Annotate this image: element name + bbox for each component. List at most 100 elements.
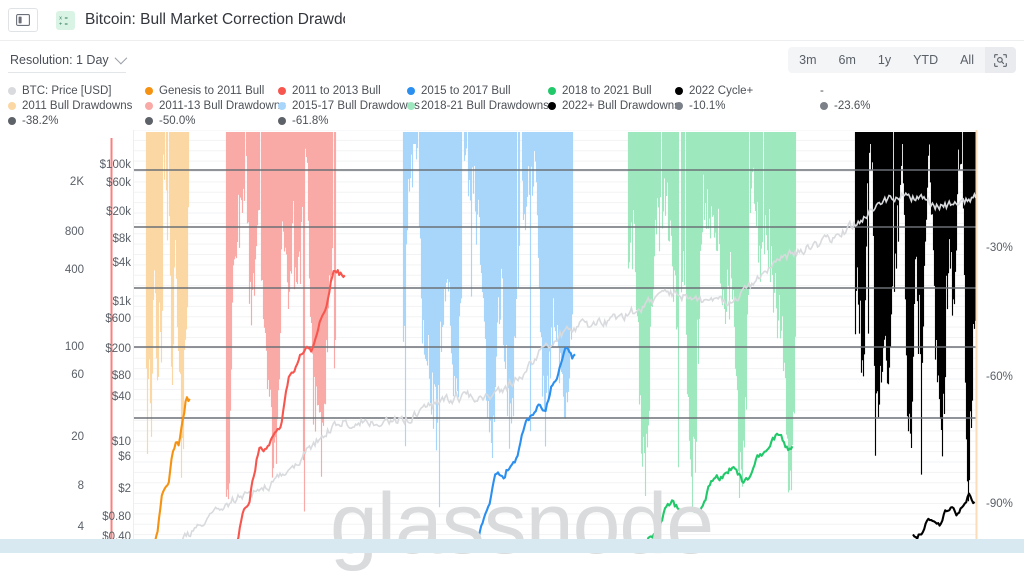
legend-label: 2015 to 2017 Bull bbox=[421, 84, 511, 97]
bottom-scroll-strip[interactable] bbox=[0, 539, 1024, 553]
drawdown-band-4 bbox=[854, 132, 977, 502]
legend-item-genesis-2011-bull[interactable]: Genesis to 2011 Bull bbox=[145, 85, 278, 97]
btc-price-line bbox=[140, 191, 977, 544]
cycle-price-line-0 bbox=[152, 396, 191, 545]
cycle-price-line-1 bbox=[230, 269, 346, 545]
price-tick-inner-0: $100k bbox=[99, 159, 131, 171]
legend-label: -38.2% bbox=[22, 114, 59, 127]
legend-row-1: BTC: Price [USD] Genesis to 2011 Bull 20… bbox=[8, 83, 1016, 98]
legend-label: 2018-21 Bull Drawdowns bbox=[421, 99, 549, 112]
price-tick-inner-5: $1k bbox=[112, 296, 131, 308]
legend-item-2022-cycle-plus[interactable]: 2022 Cycle+ bbox=[675, 85, 820, 97]
legend-item-2011-bull-drawdowns[interactable]: 2011 Bull Drawdowns bbox=[8, 100, 145, 112]
svg-text:+: + bbox=[59, 21, 62, 26]
legend-item-drawdown-38-2[interactable]: -38.2% bbox=[8, 115, 145, 127]
cycle-price-line-2 bbox=[470, 346, 576, 545]
legend-item-2018-2021-bull[interactable]: 2018 to 2021 Bull bbox=[548, 85, 675, 97]
legend-label: -23.6% bbox=[834, 99, 871, 112]
legend-dot-icon bbox=[145, 86, 153, 95]
price-tick-inner-3: $8k bbox=[112, 233, 131, 245]
legend-dot-icon bbox=[278, 86, 286, 95]
price-tick-inner-4: $4k bbox=[112, 257, 131, 269]
resolution-dropdown[interactable]: Resolution: 1 Day bbox=[8, 50, 127, 73]
price-tick-outer-2: 400 bbox=[64, 264, 84, 276]
legend-dot-icon bbox=[145, 101, 153, 110]
price-tick-outer-7: 4 bbox=[77, 521, 84, 533]
svg-text:x: x bbox=[59, 15, 62, 21]
legend-dot-icon bbox=[8, 101, 16, 110]
price-tick-outer-3: 100 bbox=[64, 341, 84, 353]
price-tick-outer-4: 60 bbox=[71, 369, 84, 381]
legend-item-2022-plus-bull-drawdowns[interactable]: 2022+ Bull Drawdowns bbox=[548, 100, 680, 112]
sidebar-panel-glyph bbox=[16, 14, 30, 26]
legend-dot-icon bbox=[407, 101, 415, 110]
range-6m[interactable]: 6m bbox=[828, 47, 867, 73]
drawdown-tick-1: -60% bbox=[986, 371, 1013, 383]
price-tick-inner-6: $600 bbox=[105, 313, 131, 325]
legend-dot-icon bbox=[675, 101, 683, 110]
legend-dot-icon bbox=[278, 116, 286, 125]
chart-canvas bbox=[110, 130, 978, 551]
page-title: Bitcoin: Bull Market Correction Drawdown bbox=[85, 11, 345, 28]
price-tick-inner-2: $20k bbox=[106, 206, 131, 218]
window-header: x = + = Bitcoin: Bull Market Correction … bbox=[0, 0, 1024, 41]
legend-dot-icon bbox=[407, 86, 415, 95]
drawdown-tick-2: -90% bbox=[986, 498, 1013, 510]
zoom-select-icon[interactable] bbox=[985, 47, 1016, 73]
price-tick-inner-8: $80 bbox=[111, 370, 131, 382]
legend-label: - bbox=[820, 84, 824, 97]
range-1y[interactable]: 1y bbox=[867, 47, 902, 73]
legend-item-2015-2017-bull[interactable]: 2015 to 2017 Bull bbox=[407, 85, 548, 97]
legend-dot-icon bbox=[548, 86, 556, 95]
price-tick-inner-7: $200 bbox=[105, 343, 131, 355]
metric-chart-glyph: x = + = bbox=[59, 15, 68, 27]
sidebar-panel-icon[interactable] bbox=[8, 8, 38, 32]
range-ytd[interactable]: YTD bbox=[902, 47, 949, 73]
range-all[interactable]: All bbox=[949, 47, 985, 73]
legend-item-2011-13-bull-drawdowns[interactable]: 2011-13 Bull Drawdowns bbox=[145, 100, 286, 112]
legend-label: 2011 Bull Drawdowns bbox=[22, 99, 133, 112]
drawdown-band-1 bbox=[225, 132, 337, 512]
legend-item-placeholder-1[interactable]: - bbox=[820, 85, 940, 97]
price-tick-outer-6: 8 bbox=[77, 480, 84, 492]
legend-item-btc-price[interactable]: BTC: Price [USD] bbox=[8, 85, 145, 97]
legend-dot-icon bbox=[8, 116, 16, 125]
legend-label: 2011-13 Bull Drawdowns bbox=[159, 99, 286, 112]
chart-plot-area[interactable]: glassnode $100k $60k $20k $8k $4k $1k $600 $200… bbox=[0, 130, 1024, 572]
price-tick-inner-12: $2 bbox=[118, 483, 131, 495]
legend-item-2015-17-bull-drawdowns[interactable]: 2015-17 Bull Drawdowns bbox=[278, 100, 420, 112]
legend-label: 2011 to 2013 Bull bbox=[292, 84, 381, 97]
price-tick-inner-1: $60k bbox=[106, 177, 131, 189]
price-tick-inner-10: $10 bbox=[111, 436, 131, 448]
legend-row-2: 2011 Bull Drawdowns 2011-13 Bull Drawdow… bbox=[8, 98, 1016, 113]
legend-dot-icon bbox=[820, 101, 828, 110]
price-tick-inner-13: $0.80 bbox=[102, 511, 131, 523]
legend-dot-icon bbox=[548, 101, 556, 110]
drawdown-band-0 bbox=[145, 132, 190, 478]
legend-item-2011-2013-bull[interactable]: 2011 to 2013 Bull bbox=[278, 85, 407, 97]
resolution-label: Resolution: 1 Day bbox=[10, 52, 109, 67]
legend-dot-icon bbox=[278, 101, 286, 110]
legend-label: -50.0% bbox=[159, 114, 196, 127]
range-3m[interactable]: 3m bbox=[788, 47, 827, 73]
legend-row-3: -38.2% -50.0% -61.8% bbox=[8, 113, 1016, 128]
legend-label: -61.8% bbox=[292, 114, 329, 127]
legend-label: BTC: Price [USD] bbox=[22, 84, 112, 97]
time-range-group: 3m 6m 1y YTD All bbox=[788, 47, 1016, 73]
legend-item-2018-21-bull-drawdowns[interactable]: 2018-21 Bull Drawdowns bbox=[407, 99, 549, 112]
metric-chart-icon: x = + = bbox=[56, 10, 75, 30]
zoom-select-glyph bbox=[994, 53, 1007, 67]
legend-item-drawdown-50-0[interactable]: -50.0% bbox=[145, 115, 278, 127]
legend-label: 2018 to 2021 Bull bbox=[562, 84, 652, 97]
cycle-price-line-3 bbox=[630, 432, 794, 545]
svg-text:=: = bbox=[65, 15, 68, 21]
price-tick-outer-5: 20 bbox=[71, 431, 84, 443]
price-tick-outer-0: 2K bbox=[69, 176, 84, 188]
legend-label: 2015-17 Bull Drawdowns bbox=[292, 99, 420, 112]
legend-item-drawdown-61-8[interactable]: -61.8% bbox=[278, 115, 407, 127]
legend-dot-icon bbox=[8, 86, 16, 95]
legend-item-drawdown-23-6[interactable]: -23.6% bbox=[820, 100, 940, 112]
legend-label: Genesis to 2011 Bull bbox=[159, 84, 265, 97]
svg-text:=: = bbox=[65, 21, 68, 26]
legend-item-drawdown-10-1[interactable]: -10.1% bbox=[675, 100, 820, 112]
